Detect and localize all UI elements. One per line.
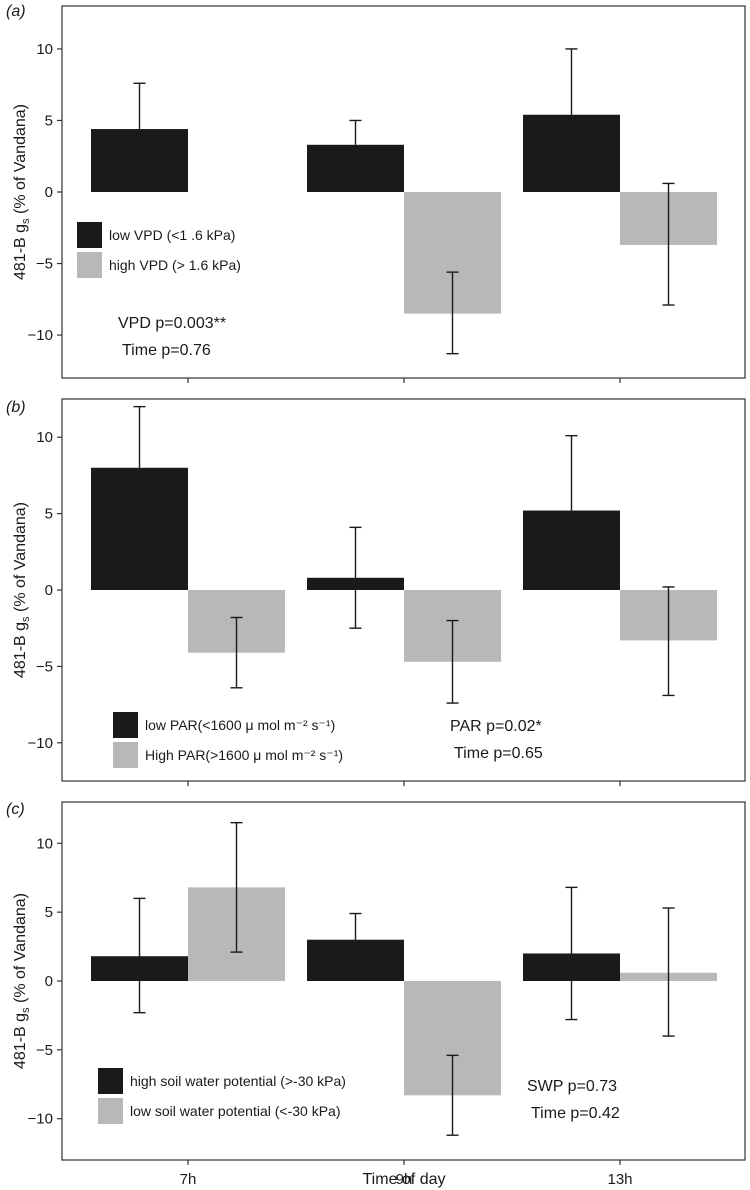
y-tick-label: 5 <box>45 904 53 921</box>
legend-swatch <box>98 1098 123 1124</box>
y-tick-label: 0 <box>45 184 53 201</box>
stat-annotation: SWP p=0.73 <box>527 1078 617 1095</box>
legend-swatch <box>98 1068 123 1094</box>
stat-annotation: Time p=0.65 <box>454 745 543 762</box>
bar-13h-series-1 <box>523 510 620 590</box>
legend-swatch <box>77 252 102 278</box>
legend: high soil water potential (>-30 kPa) low … <box>98 1068 346 1124</box>
x-tick-label: 7h <box>180 1171 197 1188</box>
y-tick-label: 5 <box>45 506 53 523</box>
stat-annotation: VPD p=0.003** <box>118 315 226 332</box>
y-tick-label: −10 <box>28 735 53 752</box>
bar-9h-series-1 <box>307 939 404 981</box>
panel-label: (b) <box>6 399 26 416</box>
y-tick-label: 5 <box>45 112 53 129</box>
x-tick-label: 13h <box>607 1171 632 1188</box>
y-tick-label: −5 <box>36 658 53 675</box>
legend-label: High PAR(>1600 μ mol m⁻² s⁻¹) <box>145 747 343 763</box>
y-tick-label: −10 <box>28 327 53 344</box>
panel-b: (b) 10 5 0 −5 −10 481-B gs (% of Vandana) low P… <box>6 398 746 786</box>
bar-9h-series-1 <box>307 144 404 192</box>
legend-label: high soil water potential (>-30 kPa) <box>130 1073 346 1089</box>
bar-13h-series-1 <box>523 114 620 192</box>
y-tick-label: 10 <box>36 41 53 58</box>
y-axis-label: 481-B gs (% of Vandana) <box>12 502 32 678</box>
y-tick-label: −10 <box>28 1111 53 1128</box>
legend-swatch <box>77 222 102 248</box>
legend-label: low soil water potential (<-30 kPa) <box>130 1103 341 1119</box>
x-axis-label: Time of day <box>363 1171 446 1188</box>
bar-7h-series-1 <box>91 467 188 590</box>
x-tick-label: 9h <box>396 1171 413 1188</box>
panel-label: (c) <box>6 801 25 818</box>
legend-label: low VPD (<1 .6 kPa) <box>109 227 235 243</box>
bar-7h-series-1 <box>91 129 188 192</box>
stat-annotation: Time p=0.42 <box>531 1105 620 1122</box>
y-tick-label: 0 <box>45 582 53 599</box>
y-tick-label: 0 <box>45 973 53 990</box>
panel-c: (c) 10 5 0 −5 −10 481-B gs (% of Vandana) 7h 9h 1… <box>6 801 746 1188</box>
legend: low VPD (<1 .6 kPa) high VPD (> 1.6 kPa) <box>77 222 241 278</box>
y-tick-label: 10 <box>36 835 53 852</box>
y-tick-label: 10 <box>36 429 53 446</box>
y-axis-label: 481-B gs (% of Vandana) <box>12 893 32 1069</box>
stat-annotation: Time p=0.76 <box>122 342 211 359</box>
legend-label: low PAR(<1600 μ mol m⁻² s⁻¹) <box>145 717 335 733</box>
legend-swatch <box>113 712 138 738</box>
legend: low PAR(<1600 μ mol m⁻² s⁻¹) High PAR(>16… <box>113 712 343 768</box>
stat-annotation: PAR p=0.02* <box>450 718 542 735</box>
panel-label: (a) <box>6 3 26 20</box>
y-tick-label: −5 <box>36 1042 53 1059</box>
legend-label: high VPD (> 1.6 kPa) <box>109 257 241 273</box>
y-axis-label: 481-B gs (% of Vandana) <box>12 104 32 280</box>
panel-a: (a) 10 5 0 −5 −10 481-B gs (% of Vandana) low V… <box>6 3 746 383</box>
y-tick-label: −5 <box>36 256 53 273</box>
legend-swatch <box>113 742 138 768</box>
